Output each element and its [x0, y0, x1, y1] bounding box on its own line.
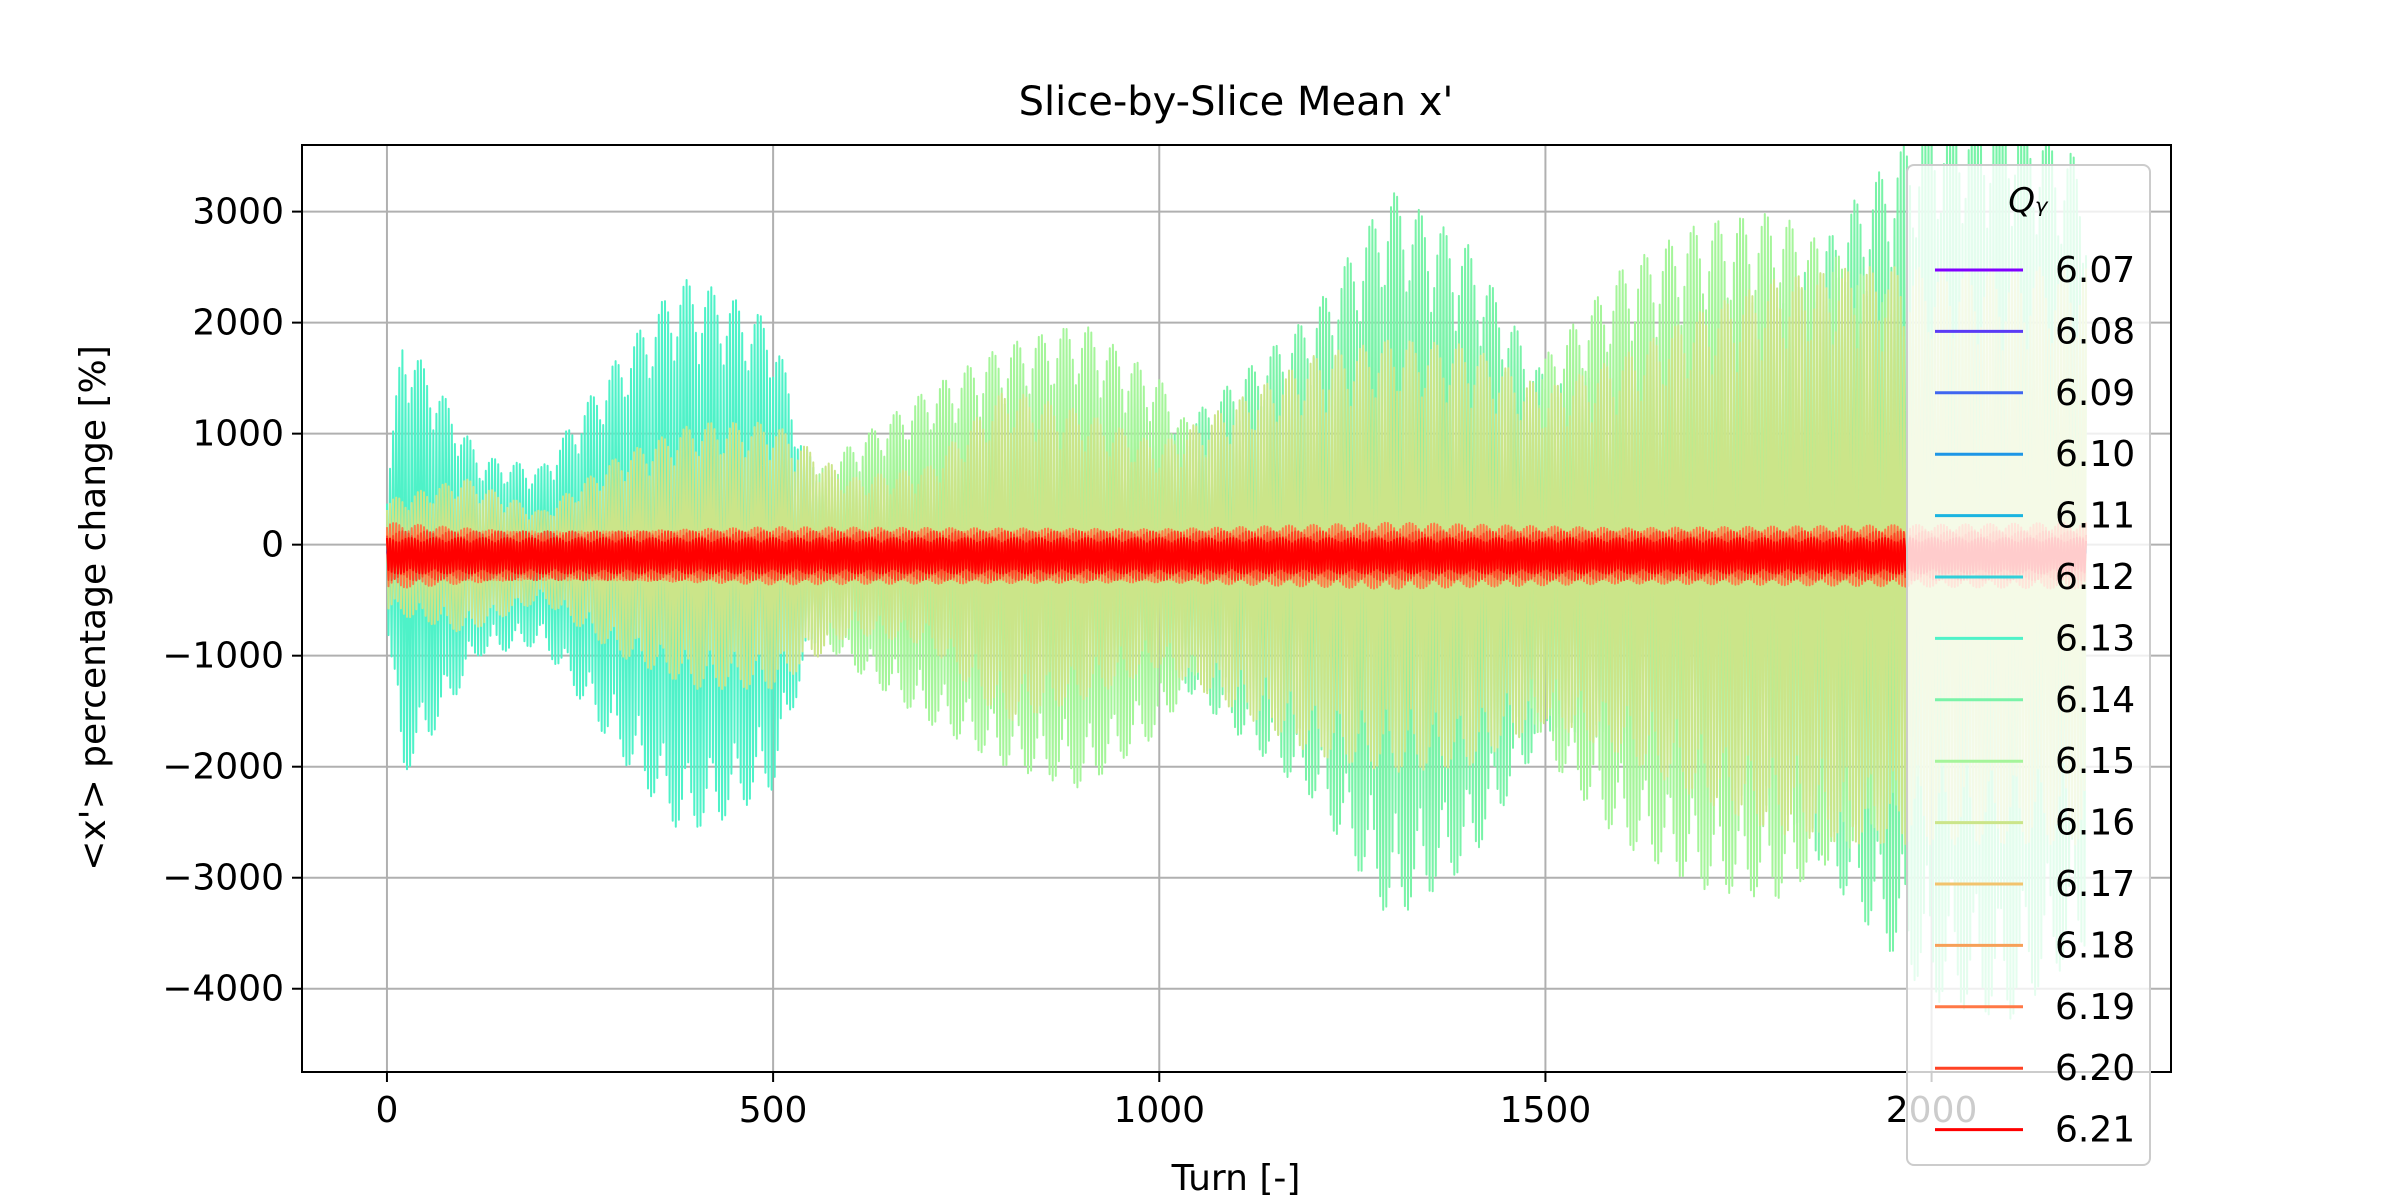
- chart-title: Slice-by-Slice Mean x': [1019, 79, 1454, 125]
- y-axis: 3000 2000 1000 0 −1000 −2000 −3000 −4000: [162, 192, 302, 1010]
- legend-entry: 6.14: [1935, 680, 2135, 721]
- legend-entry: 6.19: [1935, 987, 2135, 1028]
- legend-entry: 6.18: [1935, 925, 2135, 966]
- y-tick-label: −1000: [162, 636, 284, 677]
- legend-label: 6.14: [2055, 680, 2135, 721]
- y-tick-label: −2000: [162, 747, 284, 788]
- y-axis-label: <x'> percentage change [%]: [73, 345, 114, 871]
- x-axis: 0500100015002000: [376, 1072, 1977, 1131]
- series-line-6.16: [386, 266, 2087, 846]
- x-axis-label: Turn [-]: [1171, 1158, 1301, 1199]
- legend-box: [1906, 164, 2151, 1166]
- legend-entry: 6.16: [1935, 803, 2135, 844]
- legend-title: Qᵧ: [2008, 181, 2049, 221]
- legend-entry: 6.08: [1935, 311, 2135, 352]
- legend-label: 6.10: [2055, 434, 2135, 475]
- x-tick-label: 1000: [1113, 1090, 1205, 1131]
- y-tick-label: 1000: [192, 414, 284, 455]
- legend-label: 6.20: [2055, 1048, 2135, 1089]
- legend-label: 6.13: [2055, 618, 2135, 659]
- legend-entry: 6.10: [1935, 434, 2135, 475]
- legend-label: 6.07: [2055, 250, 2135, 291]
- x-tick-label: 0: [376, 1090, 399, 1131]
- y-tick-label: 2000: [192, 303, 284, 344]
- legend-label: 6.19: [2055, 987, 2135, 1028]
- y-tick-label: −3000: [162, 858, 284, 899]
- legend: Qᵧ 6.07 6.08 6.09 6.10 6.11 6.12 6.13 6.14 6.15 6…: [1906, 164, 2151, 1166]
- legend-entry: 6.15: [1935, 741, 2135, 782]
- y-tick-label: 0: [261, 525, 284, 566]
- legend-entry: 6.12: [1935, 557, 2135, 598]
- legend-entry: 6.07: [1935, 250, 2135, 291]
- legend-label: 6.11: [2055, 496, 2135, 537]
- legend-label: 6.12: [2055, 557, 2135, 598]
- x-tick-label: 1500: [1500, 1090, 1592, 1131]
- legend-label: 6.17: [2055, 864, 2135, 905]
- legend-label: 6.16: [2055, 803, 2135, 844]
- series-line-6.21: [386, 537, 2087, 575]
- legend-entry: 6.20: [1935, 1048, 2135, 1089]
- plot-frame: [301, 144, 2172, 1073]
- x-tick-label: 500: [739, 1090, 808, 1131]
- legend-label: 6.09: [2055, 373, 2135, 414]
- y-tick-label: 3000: [192, 192, 284, 233]
- legend-label: 6.08: [2055, 311, 2135, 352]
- legend-label: 6.18: [2055, 925, 2135, 966]
- legend-entry: 6.17: [1935, 864, 2135, 905]
- legend-entry: 6.21: [1935, 1110, 2135, 1151]
- series-group: [386, 145, 2087, 1020]
- y-tick-label: −4000: [162, 969, 284, 1010]
- legend-entry: 6.09: [1935, 373, 2135, 414]
- legend-label: 6.21: [2055, 1110, 2135, 1151]
- legend-entry: 6.11: [1935, 496, 2135, 537]
- legend-label: 6.15: [2055, 741, 2135, 782]
- legend-entry: 6.13: [1935, 618, 2135, 659]
